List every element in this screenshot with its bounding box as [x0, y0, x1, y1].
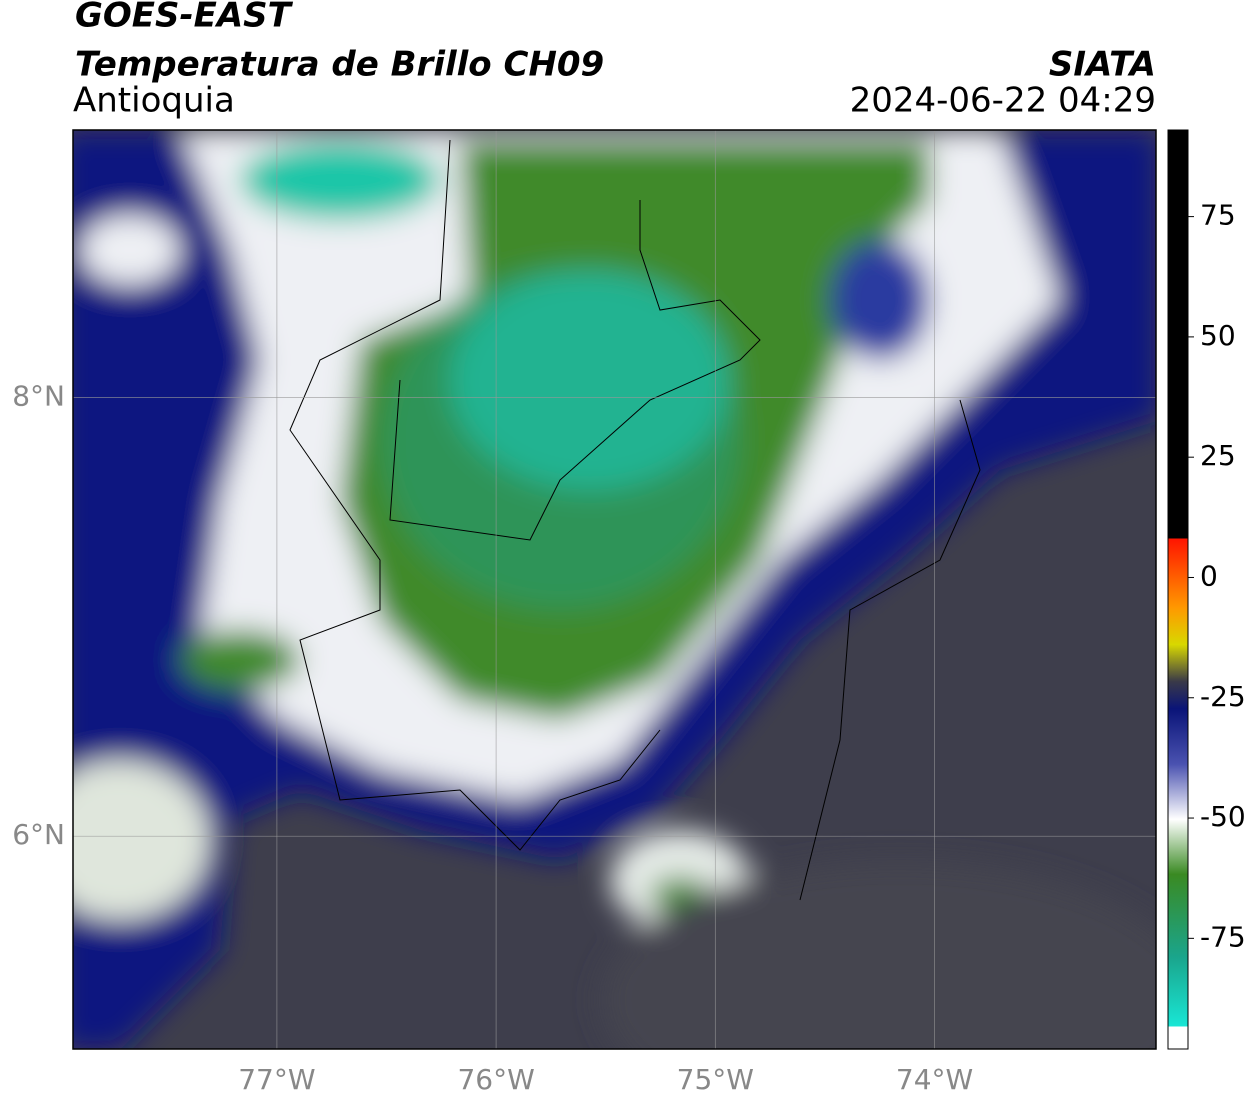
colorbar-tick-label: 75 [1200, 199, 1236, 232]
colorbar-tick-label: 25 [1200, 439, 1236, 472]
y-tick-label: 6°N [12, 818, 65, 851]
region: Antioquia [73, 81, 235, 121]
x-tick-label: 74°W [896, 1063, 973, 1096]
map-frame [72, 129, 1157, 1050]
x-tick-label: 76°W [457, 1063, 534, 1096]
y-tick-label: 8°N [12, 380, 65, 413]
x-tick-label: 75°W [677, 1063, 754, 1096]
source: SIATA [1049, 45, 1156, 85]
colorbar [1167, 129, 1189, 1050]
colorbar-tick-label: 50 [1200, 319, 1236, 352]
subtitle: Temperatura de Brillo CH09 [75, 45, 604, 85]
graticule [73, 130, 1156, 1049]
colorbar-tick-label: -75 [1200, 920, 1246, 953]
x-tick-label: 77°W [238, 1063, 315, 1096]
colorbar-tick-label: 0 [1200, 559, 1218, 592]
datetime: 2024-06-22 04:29 [850, 81, 1156, 121]
colorbar-tick-label: -25 [1200, 680, 1246, 713]
satellite-image [73, 130, 1156, 1049]
colorbar-tick-label: -50 [1200, 800, 1246, 833]
title: GOES-EAST [75, 0, 294, 36]
